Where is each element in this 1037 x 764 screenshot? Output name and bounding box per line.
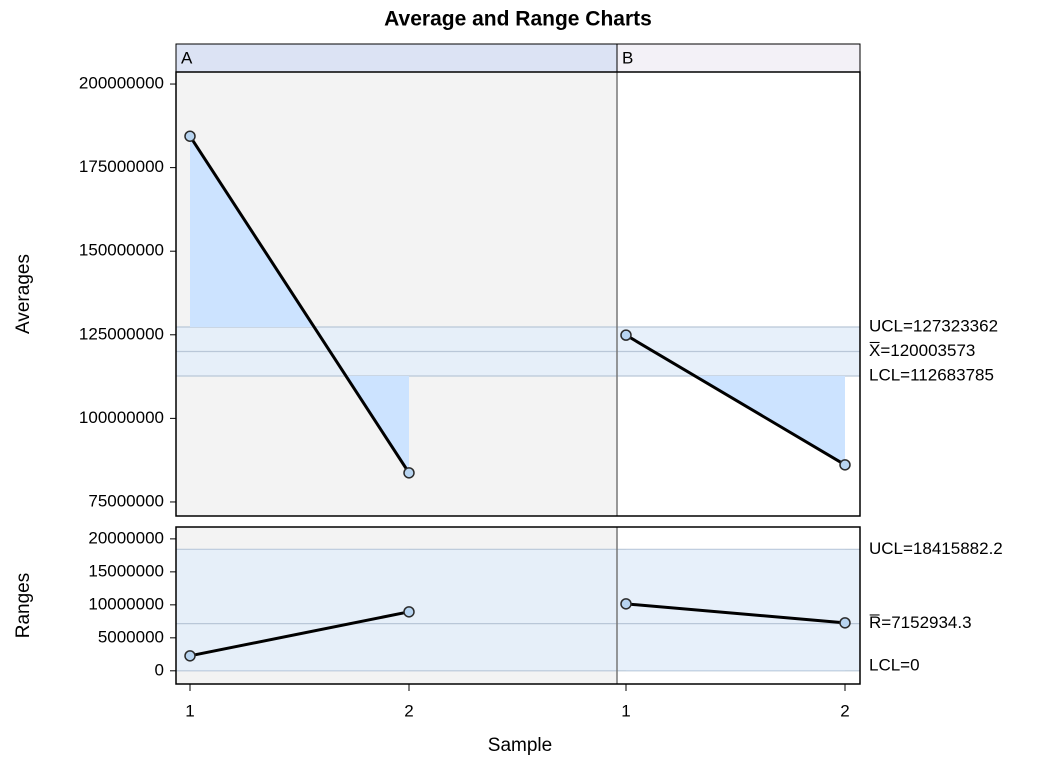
data-point (839, 617, 851, 629)
y-tick-label: 150000000 (79, 241, 164, 260)
excursion-area (626, 375, 845, 465)
y-tick-label: 200000000 (79, 74, 164, 93)
series-line (625, 333, 846, 467)
excursion-area (190, 375, 409, 473)
series-line (189, 610, 410, 658)
control-limit-label: LCL=0 (869, 655, 920, 674)
control-band (176, 549, 860, 671)
x-tick-label: 1 (185, 701, 194, 720)
control-limit-label: LCL=112683785 (869, 365, 994, 384)
x-tick-label: 2 (404, 701, 413, 720)
x-tick-label: 1 (621, 701, 630, 720)
x-tick-label: 2 (840, 701, 849, 720)
phase-label: B (622, 48, 633, 67)
y-tick-label: 15000000 (88, 561, 164, 580)
panel-frame (175, 71, 861, 517)
phase-header (616, 43, 861, 73)
y-tick-label: 100000000 (79, 408, 164, 427)
y-tick-label: 175000000 (79, 157, 164, 176)
panel-frame (175, 526, 861, 685)
control-limit-label: UCL=127323362 (869, 317, 998, 336)
x-axis-label: Sample (488, 735, 552, 756)
y-tick-label: 75000000 (88, 491, 164, 510)
data-point (184, 650, 196, 662)
data-point (620, 598, 632, 610)
y-tick-label: 20000000 (88, 528, 164, 547)
y-axis-label: Averages (13, 254, 34, 334)
excursion-area (626, 549, 845, 550)
excursion-area (190, 549, 409, 550)
phase-header (175, 43, 618, 73)
series-line (625, 602, 846, 625)
series-line (188, 135, 411, 474)
data-point (839, 459, 851, 471)
y-tick-label: 125000000 (79, 324, 164, 343)
y-tick-label: 0 (155, 660, 164, 679)
data-point (403, 467, 415, 479)
data-point (620, 329, 632, 341)
control-limit-label: UCL=18415882.2 (869, 539, 1003, 558)
control-limit-label: X̅=120003573 (869, 341, 975, 360)
y-axis-label: Ranges (13, 573, 34, 639)
control-limit-label: R̅=7152934.3 (869, 613, 972, 632)
y-tick-label: 10000000 (88, 594, 164, 613)
chart-title: Average and Range Charts (384, 8, 652, 31)
data-point (403, 606, 415, 618)
y-tick-label: 5000000 (98, 627, 164, 646)
data-point (184, 130, 196, 142)
phase-label: A (181, 48, 193, 67)
